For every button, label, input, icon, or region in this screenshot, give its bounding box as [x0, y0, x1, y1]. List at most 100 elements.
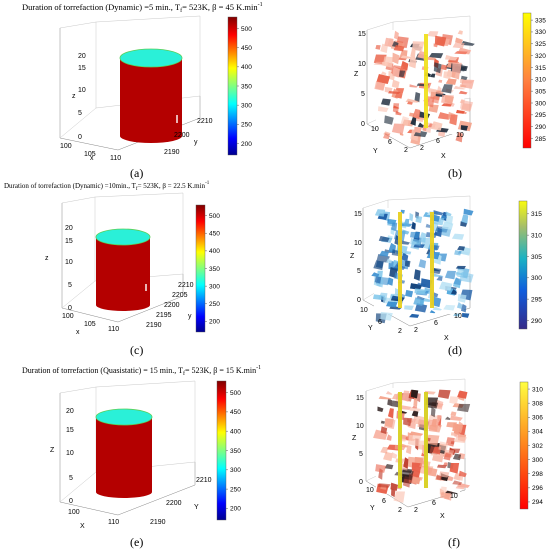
x-tick: 6	[434, 320, 438, 327]
z-axis-label: z	[72, 93, 76, 100]
voxel-patch	[380, 98, 391, 106]
colorbar-tick-label: 306	[532, 415, 543, 422]
y-tick: 10	[366, 487, 374, 494]
voxel-patch	[395, 110, 402, 116]
voxel-patch	[383, 451, 393, 462]
voxel-patch	[387, 38, 394, 48]
voxel-patch	[450, 411, 457, 417]
colorbar-tick-label: 335	[535, 17, 546, 24]
colorbar-tick-label: 300	[241, 102, 252, 109]
voxel-patch	[436, 464, 447, 469]
x-tick: 10	[450, 493, 458, 500]
voxel-patch	[453, 85, 466, 90]
voxel-patch	[449, 114, 458, 126]
colorbar-tick-label: 310	[535, 77, 546, 84]
colorbar-tick-label: 320	[535, 53, 546, 60]
voxel-patch	[433, 62, 442, 74]
z-tick: 5	[68, 282, 72, 289]
voxel-patch	[387, 277, 394, 286]
y-tick: 2210	[197, 118, 213, 125]
voxel-patch	[408, 57, 417, 69]
z-tick: 10	[356, 423, 364, 430]
voxel-patch	[436, 474, 442, 481]
y-tick: 2200	[166, 500, 182, 507]
voxel-patch	[434, 35, 447, 47]
y-tick: 2210	[196, 477, 212, 484]
y-tick: 2	[404, 147, 408, 154]
colorbar-tick-label: 315	[531, 211, 542, 218]
z-tick: 5	[361, 91, 365, 98]
voxel-patch	[431, 95, 440, 104]
colorbar-tick-label: 296	[532, 485, 543, 492]
x-tick: 6	[432, 500, 436, 507]
y-tick: 6	[388, 139, 392, 146]
voxel-patch	[407, 434, 422, 447]
y-tick: 2190	[150, 519, 166, 526]
voxel-patch	[385, 301, 398, 308]
voxel-patch	[440, 64, 448, 71]
y-tick: 2205	[172, 292, 188, 299]
voxel-patch	[449, 462, 460, 474]
voxel-patch	[405, 289, 414, 298]
voxel-patch	[401, 390, 410, 402]
y-tick: 2190	[146, 322, 162, 329]
hot-column	[398, 212, 402, 308]
voxel-patch	[387, 397, 393, 407]
colorbar-tick-label: 300	[531, 275, 542, 282]
voxel-patch	[457, 294, 467, 303]
colorbar-tick-label: 500	[209, 213, 220, 220]
x-tick: 2	[420, 145, 424, 152]
x-tick: 110	[108, 326, 119, 333]
voxel-patch	[390, 452, 398, 459]
colorbar-tick-label: 500	[230, 390, 241, 397]
z-tick: 0	[357, 297, 361, 304]
voxel-patch	[404, 260, 411, 268]
voxel-patch	[412, 108, 421, 120]
cylinder-body	[120, 58, 182, 136]
voxel-patch	[457, 30, 463, 35]
colorbar-tick-label: 295	[535, 112, 546, 119]
colorbar-tick-label: 450	[230, 409, 241, 416]
z-tick: 10	[78, 87, 86, 94]
y-tick: 2200	[164, 302, 180, 309]
x-tick: 10	[456, 132, 464, 139]
z-tick: 0	[68, 305, 72, 312]
colorbar-tick-label: 305	[535, 88, 546, 95]
voxel-patch	[393, 45, 405, 52]
voxel-patch	[420, 278, 433, 289]
voxel-patch	[444, 416, 451, 420]
voxel-patch	[455, 37, 463, 44]
voxel-patch	[438, 79, 443, 83]
voxel-patch	[400, 252, 409, 262]
colorbar-tick-label: 315	[535, 65, 546, 72]
voxel-patch	[417, 282, 427, 286]
voxel-patch	[391, 222, 398, 232]
voxel-patch	[392, 66, 400, 78]
colorbar-tick-label: 325	[535, 41, 546, 48]
voxel-patch	[393, 491, 406, 503]
voxel-patch	[433, 210, 444, 216]
voxel-patch	[380, 311, 393, 321]
voxel-patch	[460, 221, 468, 227]
voxel-patch	[438, 441, 449, 452]
voxel-patch	[445, 211, 452, 216]
y-tick: 2200	[174, 132, 190, 139]
y-tick: 10	[360, 307, 368, 314]
voxel-patch	[391, 123, 405, 135]
colorbar-tick-label: 450	[241, 45, 252, 52]
z-tick: 20	[65, 225, 73, 232]
voxel-patch	[417, 51, 426, 59]
panel-b: 0 5 10 15 Z 10 6 2 Y 2 6 10 X 285 290 295 3…	[354, 12, 546, 160]
colorbar-tick-label: 295	[531, 296, 542, 303]
voxel-patch	[444, 95, 454, 104]
z-tick: 0	[361, 121, 365, 128]
voxel-patch	[410, 116, 417, 126]
z-tick: 10	[358, 61, 366, 68]
voxel-patch	[404, 305, 414, 311]
cylinder-top	[95, 408, 153, 426]
voxel-patch	[460, 125, 468, 131]
voxel-patch	[459, 84, 467, 88]
voxel-patch	[400, 469, 414, 481]
voxel-patch	[409, 212, 414, 222]
z-axis-label: Z	[354, 71, 359, 78]
